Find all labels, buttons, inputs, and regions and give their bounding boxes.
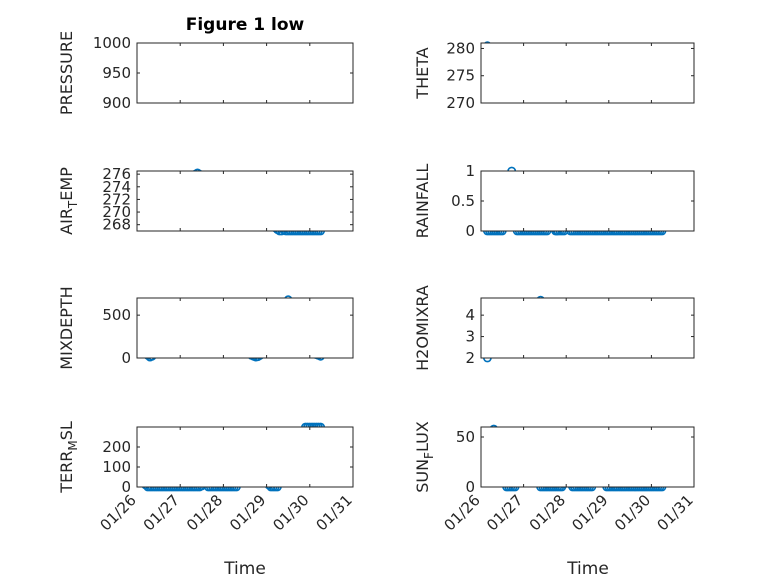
- y-axis-label: SUNFLUX: [413, 421, 436, 493]
- axes-box: [136, 170, 354, 232]
- x-tick-label: 01/28: [526, 491, 569, 534]
- x-axis-label-left: Time: [223, 559, 266, 579]
- axes-box: [480, 42, 695, 104]
- y-tick-label: 1000: [93, 34, 131, 52]
- subplot-2: 270 275 280 THETA: [413, 39, 695, 112]
- y-tick-label: 0: [465, 222, 475, 240]
- y-axis-label: H2OMIXRA: [413, 285, 432, 371]
- y-axis-label: PRESSURE: [57, 31, 76, 115]
- y-tick-label: 900: [102, 94, 131, 112]
- y-tick-label: 100: [102, 458, 131, 476]
- y-tick-label: 270: [102, 203, 131, 221]
- subplot-5: 0 500 MIXDEPTH: [57, 286, 354, 370]
- x-tick-label: 01/26: [97, 491, 140, 534]
- y-tick-label: 200: [102, 438, 131, 456]
- x-tick-label: 01/31: [313, 491, 356, 534]
- axes-box: [136, 426, 354, 488]
- x-tick-label: 01/30: [269, 491, 312, 534]
- x-tick-label: 01/29: [226, 491, 269, 534]
- y-tick-label: 1: [465, 162, 475, 180]
- y-axis-label: THETA: [413, 47, 432, 99]
- x-tick-label: 01/29: [568, 491, 611, 534]
- y-tick-label: 276: [102, 165, 131, 183]
- y-tick-label: 0: [465, 478, 475, 496]
- y-tick-label: 272: [102, 190, 131, 208]
- subplot-7: 0 100 200 01/26 01/27 01/28 01/29 01/30 01/31 TER…: [57, 421, 356, 534]
- y-tick-label: 268: [102, 216, 131, 234]
- y-tick-label: 50: [456, 428, 475, 446]
- y-tick-label: 280: [446, 39, 475, 57]
- axes-box: [136, 42, 354, 104]
- x-tick-label: 01/30: [611, 491, 654, 534]
- y-axis-label: TERRMSL: [57, 421, 80, 494]
- x-tick-label: 01/27: [140, 491, 183, 534]
- y-axis-label: RAINFALL: [413, 164, 432, 239]
- y-tick-label: 3: [465, 328, 475, 346]
- figure-title: Figure 1 low: [186, 15, 305, 35]
- y-tick-label: 0: [121, 478, 131, 496]
- y-tick-label: 500: [102, 306, 131, 324]
- y-tick-label: 274: [102, 178, 131, 196]
- x-axis-label-right: Time: [566, 559, 609, 579]
- subplot-1: 900 950 1000 PRESSURE: [57, 31, 354, 115]
- x-tick-label: 01/28: [183, 491, 226, 534]
- y-axis-label: MIXDEPTH: [57, 286, 76, 369]
- subplot-6: 2 3 4 H2OMIXRA: [413, 285, 695, 371]
- y-tick-label: 275: [446, 67, 475, 85]
- subplot-4: 0 0.5 1 RAINFALL: [413, 162, 695, 240]
- subplot-8: 0 50 01/26 01/27 01/28 01/29 01/30 01/31 SUNFLUX: [413, 421, 697, 534]
- x-tick-label: 01/27: [483, 491, 526, 534]
- y-tick-label: 0: [121, 349, 131, 367]
- y-tick-label: 2: [465, 349, 475, 367]
- y-tick-label: 270: [446, 94, 475, 112]
- axes-box: [136, 297, 354, 359]
- axes-box: [480, 297, 695, 359]
- y-tick-label: 4: [465, 306, 475, 324]
- x-tick-label: 01/31: [654, 491, 697, 534]
- y-tick-label: 0.5: [451, 192, 475, 210]
- y-tick-label: 950: [102, 64, 131, 82]
- axes-box: [480, 426, 695, 488]
- axes-box: [480, 170, 695, 232]
- x-tick-label: 01/26: [441, 491, 484, 534]
- y-axis-label: AIRTEMP: [57, 167, 80, 235]
